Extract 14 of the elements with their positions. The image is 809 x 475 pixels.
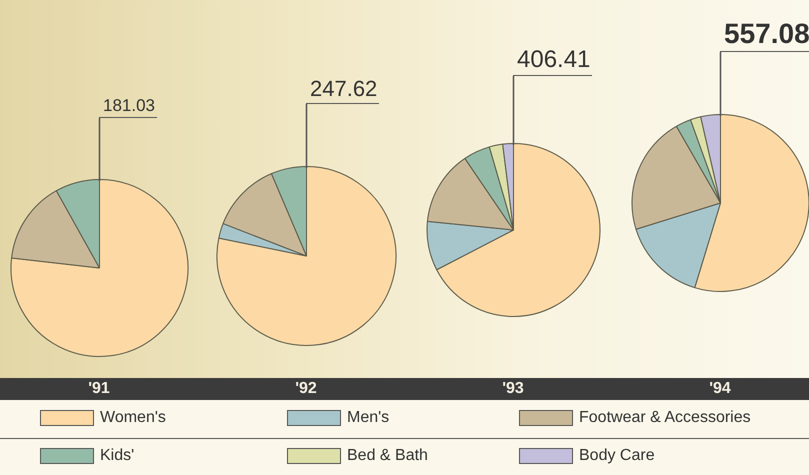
text: '94 (709, 380, 731, 398)
chart-title: 557.08 (720, 18, 809, 52)
legend-label: Kids' (100, 447, 134, 465)
chart-title: 181.03 (99, 96, 157, 118)
legend-label: Body Care (579, 447, 655, 465)
text: '92 (295, 380, 317, 398)
legend-label: Bed & Bath (347, 447, 428, 465)
legend-label: Footwear & Accessories (579, 409, 751, 427)
chart-title: 406.41 (513, 46, 592, 76)
legend-label: Women's (100, 409, 166, 427)
text: '91 (88, 380, 110, 398)
text: '93 (502, 380, 524, 398)
chart-title: 247.62 (306, 76, 380, 104)
legend-label: Men's (347, 409, 390, 427)
